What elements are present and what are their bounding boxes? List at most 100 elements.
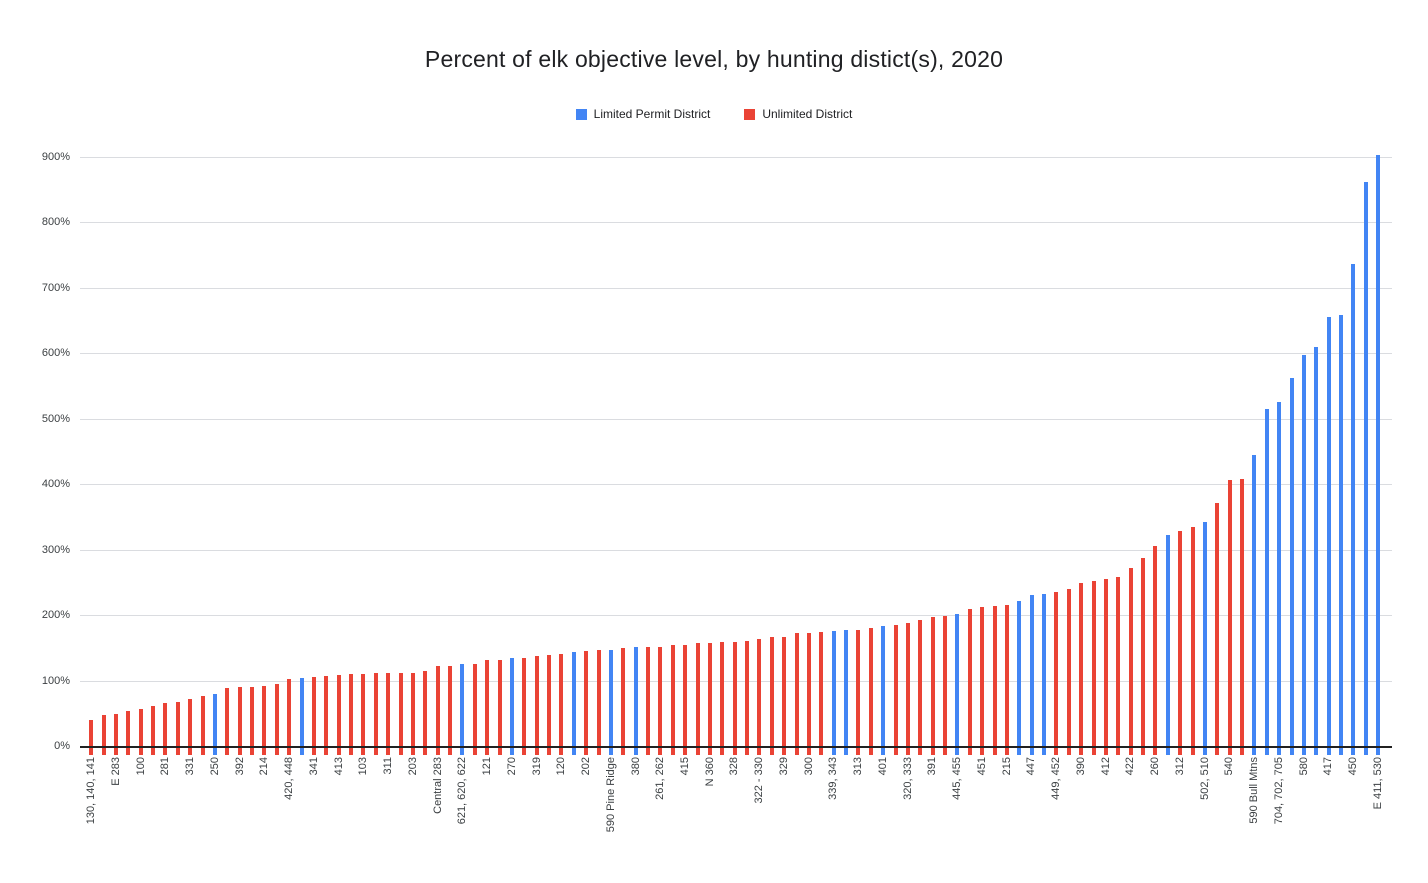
bar-unlabeled-96[interactable]: [1264, 408, 1269, 755]
bar-270[interactable]: [509, 658, 514, 755]
bar-415[interactable]: [683, 644, 688, 755]
bar-121[interactable]: [485, 660, 490, 755]
bar-311[interactable]: [386, 673, 391, 755]
bar-320-333[interactable]: [905, 622, 910, 755]
bar-unlabeled-58[interactable]: [794, 633, 799, 755]
bar-e-283[interactable]: [113, 713, 118, 755]
bar-203[interactable]: [410, 672, 415, 755]
bar-329[interactable]: [782, 636, 787, 755]
bar-unlabeled-50[interactable]: [695, 643, 700, 755]
bar-401[interactable]: [881, 626, 886, 755]
bar-unlabeled-104[interactable]: [1363, 181, 1368, 755]
bar-unlabeled-16[interactable]: [274, 683, 279, 755]
bar-unlabeled-64[interactable]: [868, 628, 873, 755]
bar-unlabeled-76[interactable]: [1017, 601, 1022, 755]
bar-621-620-622[interactable]: [460, 664, 465, 755]
bar-215[interactable]: [1004, 604, 1009, 755]
bar-unlabeled-6[interactable]: [151, 706, 156, 755]
bar-unlabeled-24[interactable]: [373, 673, 378, 755]
bar-260[interactable]: [1153, 545, 1158, 755]
bar-390[interactable]: [1079, 583, 1084, 755]
bar-unlabeled-8[interactable]: [175, 701, 180, 755]
bar-380[interactable]: [633, 647, 638, 755]
bar-590-pine-ridge[interactable]: [608, 650, 613, 755]
bar-103[interactable]: [361, 674, 366, 755]
bar-unlabeled-44[interactable]: [621, 647, 626, 755]
bar-unlabeled-86[interactable]: [1141, 558, 1146, 755]
bar-unlabeled-18[interactable]: [299, 677, 304, 755]
bar-540[interactable]: [1227, 480, 1232, 755]
bar-unlabeled-20[interactable]: [324, 675, 329, 755]
bar-central-283[interactable]: [435, 666, 440, 755]
bar-451[interactable]: [980, 607, 985, 755]
bar-unlabeled-94[interactable]: [1240, 479, 1245, 755]
bar-unlabeled-72[interactable]: [967, 609, 972, 755]
bar-328[interactable]: [732, 641, 737, 755]
bar-n-360[interactable]: [707, 642, 712, 755]
bar-unlabeled-88[interactable]: [1165, 534, 1170, 755]
bar-450[interactable]: [1351, 263, 1356, 755]
bar-unlabeled-56[interactable]: [769, 637, 774, 755]
bar-300[interactable]: [806, 632, 811, 755]
bar-unlabeled-90[interactable]: [1190, 527, 1195, 755]
bar-339-343[interactable]: [831, 631, 836, 755]
bar-unlabeled-32[interactable]: [472, 663, 477, 755]
bar-unlabeled-60[interactable]: [819, 632, 824, 755]
bar-unlabeled-10[interactable]: [200, 696, 205, 755]
bar-unlabeled-4[interactable]: [126, 711, 131, 755]
bar-unlabeled-92[interactable]: [1215, 502, 1220, 755]
bar-250[interactable]: [212, 693, 217, 755]
bar-unlabeled-46[interactable]: [646, 646, 651, 755]
bar-392[interactable]: [237, 687, 242, 755]
bar-unlabeled-30[interactable]: [448, 665, 453, 755]
bar-120[interactable]: [559, 653, 564, 755]
bar-unlabeled-28[interactable]: [423, 671, 428, 755]
bar-unlabeled-62[interactable]: [844, 630, 849, 755]
bar-447[interactable]: [1029, 594, 1034, 755]
bar-420-448[interactable]: [287, 678, 292, 755]
bar-unlabeled-2[interactable]: [101, 714, 106, 755]
bar-unlabeled-36[interactable]: [522, 657, 527, 755]
bar-580[interactable]: [1301, 355, 1306, 755]
bar-319[interactable]: [534, 655, 539, 755]
bar-214[interactable]: [262, 685, 267, 755]
bar-413[interactable]: [336, 674, 341, 755]
bar-202[interactable]: [584, 651, 589, 755]
bar-unlabeled-102[interactable]: [1339, 315, 1344, 755]
bar-unlabeled-48[interactable]: [670, 645, 675, 755]
bar-unlabeled-100[interactable]: [1314, 346, 1319, 755]
bar-unlabeled-84[interactable]: [1116, 577, 1121, 755]
bar-unlabeled-22[interactable]: [349, 674, 354, 755]
bar-unlabeled-38[interactable]: [547, 655, 552, 755]
bar-unlabeled-12[interactable]: [225, 687, 230, 755]
bar-412[interactable]: [1103, 579, 1108, 755]
bar-704-702-705[interactable]: [1277, 402, 1282, 755]
bar-100[interactable]: [138, 708, 143, 755]
bar-unlabeled-80[interactable]: [1066, 588, 1071, 755]
bar-unlabeled-82[interactable]: [1091, 581, 1096, 755]
bar-312[interactable]: [1178, 531, 1183, 755]
bar-331[interactable]: [188, 698, 193, 755]
bar-341[interactable]: [311, 677, 316, 755]
bar-391[interactable]: [930, 617, 935, 755]
bar-unlabeled-54[interactable]: [745, 641, 750, 755]
bar-unlabeled-26[interactable]: [398, 673, 403, 755]
bar-unlabeled-78[interactable]: [1042, 593, 1047, 755]
bar-445-455[interactable]: [955, 613, 960, 755]
bar-unlabeled-14[interactable]: [250, 687, 255, 755]
bar-unlabeled-52[interactable]: [720, 641, 725, 755]
bar-unlabeled-98[interactable]: [1289, 378, 1294, 755]
bar-e-411-530[interactable]: [1376, 155, 1381, 755]
bar-130-140-141[interactable]: [89, 720, 94, 755]
bar-unlabeled-74[interactable]: [992, 605, 997, 755]
bar-322-330[interactable]: [757, 639, 762, 755]
bar-unlabeled-40[interactable]: [571, 652, 576, 755]
bar-313[interactable]: [856, 629, 861, 755]
bar-590-bull-mtns[interactable]: [1252, 454, 1257, 755]
bar-unlabeled-68[interactable]: [918, 620, 923, 755]
bar-281[interactable]: [163, 703, 168, 755]
bar-unlabeled-34[interactable]: [497, 659, 502, 755]
bar-261-262[interactable]: [658, 646, 663, 755]
bar-unlabeled-70[interactable]: [943, 616, 948, 755]
bar-422[interactable]: [1128, 568, 1133, 755]
